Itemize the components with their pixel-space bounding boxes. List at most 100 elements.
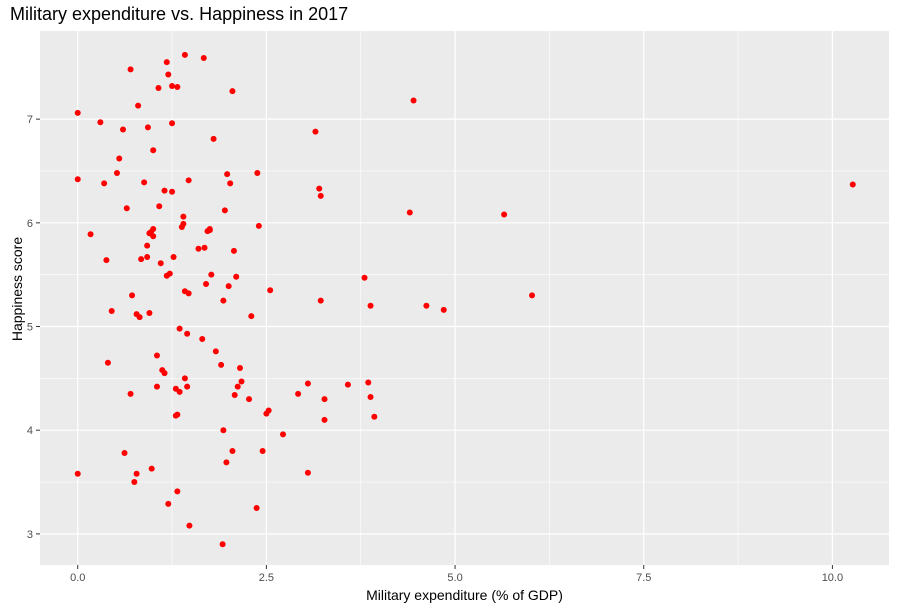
data-point [219,541,226,548]
data-point [169,120,176,127]
data-point [181,375,188,382]
x-axis-label: Military expenditure (% of GDP) [366,587,563,603]
data-point [104,359,111,366]
data-point [113,170,120,177]
data-point [153,352,160,359]
data-point [230,247,237,254]
data-point [365,379,372,386]
data-point [148,465,155,472]
data-point [74,176,81,183]
data-point [406,209,413,216]
data-point [304,380,311,387]
data-point [144,124,151,131]
data-point [220,427,227,434]
data-point [146,310,153,317]
data-point [161,370,168,377]
x-tick-label: 2.5 [259,572,274,584]
data-point [265,407,272,414]
data-point [195,245,202,252]
data-point [367,394,374,401]
y-axis-label: Happiness score [9,236,25,342]
data-point [144,242,151,249]
data-point [176,325,183,332]
data-point [74,470,81,477]
data-point [371,413,378,420]
data-point [185,290,192,297]
y-tick-label: 6 [27,218,33,230]
data-point [186,522,193,529]
data-point [181,51,188,58]
data-point [172,385,179,392]
data-point [165,500,172,507]
data-point [150,233,157,240]
data-point [131,479,138,486]
data-point [280,431,287,438]
data-point [312,128,319,135]
data-point [201,244,208,251]
data-point [169,188,176,195]
data-point [253,504,260,511]
data-point [344,381,351,388]
data-point [317,297,324,304]
data-point [210,135,217,142]
data-point [116,155,123,162]
data-point [101,180,108,187]
data-point [221,207,228,214]
data-point [120,126,127,133]
data-point [321,416,328,423]
y-tick-label: 7 [27,114,33,126]
data-points [74,51,856,548]
plot-panel [40,31,889,565]
data-point [316,185,323,192]
data-point [129,292,136,299]
data-point [180,220,187,227]
data-point [200,54,207,61]
data-point [123,205,130,212]
data-point [267,287,274,294]
data-point [233,273,240,280]
data-point [227,180,234,187]
data-point [170,254,177,261]
data-point [74,109,81,116]
data-point [184,383,191,390]
data-point [103,257,110,264]
data-point [212,348,219,355]
data-point [220,297,227,304]
y-tick-label: 3 [27,529,33,541]
data-point [361,274,368,281]
data-point [410,97,417,104]
y-tick-label: 4 [27,425,33,437]
data-point [161,187,168,194]
x-tick-label: 0.0 [70,572,85,584]
data-point [229,88,236,95]
x-tick-label: 5.0 [447,572,462,584]
data-point [206,227,213,234]
data-point [529,292,536,299]
data-point [144,254,151,261]
x-tick-label: 10.0 [822,572,843,584]
data-point [138,256,145,263]
data-point [255,222,262,229]
data-point [304,469,311,476]
y-tick-label: 5 [27,322,33,334]
data-point [150,147,157,154]
data-point [254,170,261,177]
x-tick-labels: 0.0 2.5 5.0 7.5 10.0 [70,572,843,584]
data-point [501,211,508,218]
data-point [180,213,187,220]
data-point [97,119,104,126]
data-point [136,314,143,321]
data-point [238,378,245,385]
data-point [199,335,206,342]
data-point [248,313,255,320]
data-point [155,85,162,92]
minor-gridlines [40,31,889,565]
data-point [234,383,241,390]
data-point [184,330,191,337]
data-point [321,396,328,403]
data-point [317,192,324,199]
data-point [259,447,266,454]
data-point [295,390,302,397]
chart-title: Military expenditure vs. Happiness in 20… [10,4,349,24]
